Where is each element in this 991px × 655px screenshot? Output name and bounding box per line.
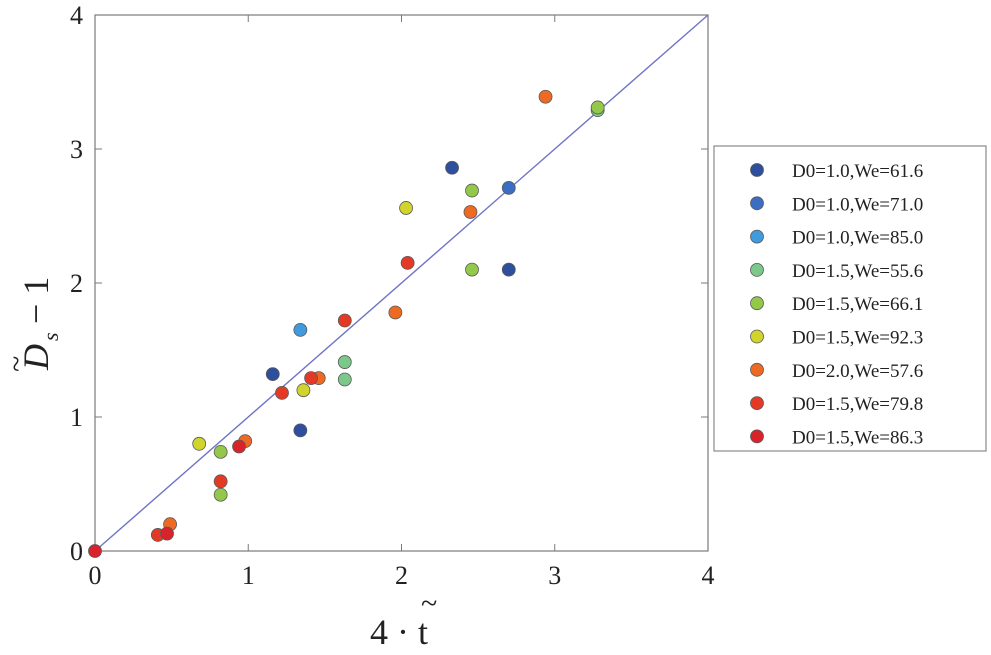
data-point bbox=[400, 255, 415, 270]
y-tick-label: 2 bbox=[70, 269, 83, 298]
data-point bbox=[296, 383, 311, 398]
legend-label: D0=1.5,We=79.8 bbox=[792, 394, 923, 415]
x-tick-label: 4 bbox=[702, 561, 715, 590]
data-points bbox=[88, 89, 605, 558]
data-point bbox=[337, 372, 352, 387]
legend-marker bbox=[750, 262, 764, 277]
data-point bbox=[213, 444, 228, 459]
legend-marker bbox=[750, 429, 764, 444]
data-point bbox=[265, 367, 280, 382]
x-tick-label: 3 bbox=[548, 561, 561, 590]
data-point bbox=[88, 544, 102, 558]
legend-marker bbox=[750, 229, 764, 244]
data-point bbox=[275, 385, 289, 400]
data-point bbox=[501, 180, 516, 195]
y-axis-label-subscript: s bbox=[38, 332, 63, 341]
x-axis-tilde: ~ bbox=[421, 587, 437, 620]
data-point bbox=[388, 305, 403, 320]
legend-marker bbox=[750, 396, 764, 411]
data-point bbox=[463, 205, 478, 219]
data-point bbox=[399, 201, 413, 215]
y-tick-label: 0 bbox=[70, 537, 83, 566]
legend-label: D0=1.5,We=86.3 bbox=[792, 427, 923, 448]
legend: D0=1.0,We=61.6 D0=1.0,We=71.0 D0=1.0,We=85… bbox=[750, 161, 923, 448]
data-point bbox=[465, 183, 479, 198]
data-point bbox=[160, 526, 174, 541]
reference-line bbox=[94, 14, 709, 552]
legend-label: D0=1.5,We=55.6 bbox=[792, 261, 923, 282]
y-axis-label-main: D bbox=[16, 344, 56, 371]
legend-marker bbox=[750, 329, 764, 344]
y-axis-label: D s − 1 ~ bbox=[0, 277, 63, 372]
data-point bbox=[538, 89, 553, 104]
data-point bbox=[213, 474, 228, 489]
data-point bbox=[304, 371, 318, 386]
data-point bbox=[232, 439, 246, 454]
x-tick-label: 0 bbox=[89, 561, 102, 590]
legend-label: D0=1.0,We=71.0 bbox=[792, 194, 923, 215]
legend-marker bbox=[750, 296, 764, 311]
x-tick-label: 2 bbox=[395, 561, 408, 590]
y-tick-label: 3 bbox=[70, 135, 83, 164]
x-tick-label: 1 bbox=[242, 561, 255, 590]
reference-line-group bbox=[94, 14, 709, 552]
data-point bbox=[465, 262, 479, 277]
data-point bbox=[590, 100, 605, 115]
legend-marker bbox=[750, 196, 764, 211]
legend-label: D0=1.0,We=85.0 bbox=[792, 228, 923, 249]
y-axis-tilde: ~ bbox=[0, 356, 33, 372]
y-tick-label: 1 bbox=[70, 403, 83, 432]
y-tick-label: 4 bbox=[70, 1, 83, 30]
legend-label: D0=1.0,We=61.6 bbox=[792, 161, 923, 182]
data-point bbox=[213, 487, 228, 502]
data-point bbox=[293, 423, 308, 438]
legend-label: D0=1.5,We=66.1 bbox=[792, 294, 923, 315]
data-point bbox=[445, 160, 459, 175]
legend-marker bbox=[750, 362, 764, 377]
data-point bbox=[337, 355, 352, 369]
data-point bbox=[337, 313, 352, 328]
y-axis-label-suffix: − 1 bbox=[16, 277, 56, 324]
legend-label: D0=2.0,We=57.6 bbox=[792, 361, 923, 382]
x-axis-label: 4 · t ~ bbox=[370, 587, 437, 652]
legend-label: D0=1.5,We=92.3 bbox=[792, 328, 923, 349]
x-axis-label-text: 4 · t bbox=[370, 612, 428, 652]
data-point bbox=[192, 436, 207, 451]
data-point bbox=[501, 262, 516, 277]
legend-marker bbox=[750, 163, 764, 177]
data-point bbox=[293, 322, 308, 337]
